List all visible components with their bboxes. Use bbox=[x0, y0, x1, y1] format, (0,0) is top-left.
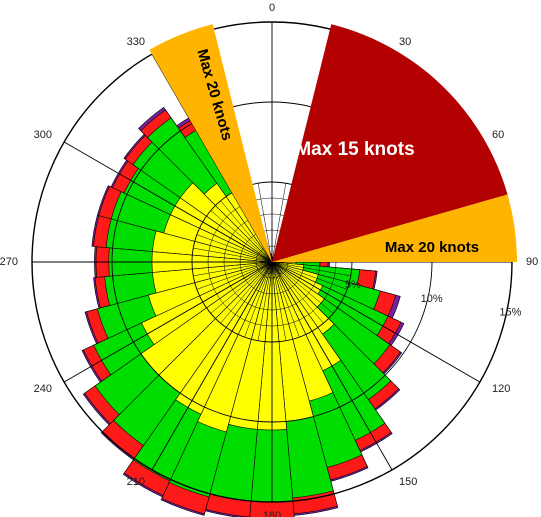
spoke-230 bbox=[210, 261, 273, 314]
wind-sector-0-250 bbox=[147, 261, 273, 317]
direction-label-210: 210 bbox=[127, 476, 145, 488]
limit-wedge-0 bbox=[272, 24, 508, 263]
wind-sector-0-320 bbox=[203, 182, 273, 263]
direction-label-150: 150 bbox=[399, 476, 417, 488]
direction-label-30: 30 bbox=[399, 36, 411, 48]
spoke-190 bbox=[257, 261, 273, 341]
spoke-120 bbox=[271, 261, 481, 383]
spoke-300 bbox=[63, 141, 273, 263]
spoke-210 bbox=[151, 261, 273, 471]
limit-wedge-1 bbox=[272, 194, 517, 262]
direction-label-60: 60 bbox=[492, 129, 504, 141]
direction-label-240: 240 bbox=[34, 383, 52, 395]
radial-label-15: 15% bbox=[499, 307, 521, 319]
direction-label-330: 330 bbox=[127, 36, 145, 48]
spoke-260 bbox=[193, 261, 273, 277]
spoke-10 bbox=[271, 183, 287, 263]
radial-label-5: 5% bbox=[345, 279, 361, 291]
spoke-290 bbox=[196, 234, 273, 263]
direction-label-0: 0 bbox=[269, 2, 275, 14]
direction-label-300: 300 bbox=[34, 129, 52, 141]
direction-label-270: 270 bbox=[0, 256, 18, 268]
spoke-200 bbox=[244, 261, 273, 338]
direction-label-180: 180 bbox=[263, 510, 281, 517]
spoke-100 bbox=[271, 261, 351, 277]
spoke-160 bbox=[271, 261, 300, 338]
wind-sector-0-310 bbox=[179, 182, 273, 263]
spoke-250 bbox=[196, 261, 273, 290]
spoke-140 bbox=[271, 261, 324, 324]
spoke-240 bbox=[63, 261, 273, 383]
spoke-350 bbox=[257, 183, 273, 263]
direction-label-120: 120 bbox=[492, 383, 510, 395]
direction-label-90: 90 bbox=[526, 256, 538, 268]
spoke-170 bbox=[271, 261, 287, 341]
limit-wedge-2 bbox=[149, 24, 272, 263]
spoke-310 bbox=[210, 210, 273, 263]
spoke-150 bbox=[271, 261, 393, 471]
spoke-110 bbox=[271, 261, 348, 290]
spoke-280 bbox=[193, 247, 273, 263]
spoke-220 bbox=[220, 261, 273, 324]
spoke-130 bbox=[271, 261, 334, 314]
limit-label-1: Max 20 knots bbox=[385, 239, 479, 256]
radial-label-10: 10% bbox=[421, 293, 443, 305]
limit-label-0: Max 15 knots bbox=[295, 139, 414, 160]
radial-label-0: 0% bbox=[266, 265, 282, 277]
spoke-320 bbox=[220, 200, 273, 263]
wind-sector-0-200 bbox=[197, 261, 273, 433]
